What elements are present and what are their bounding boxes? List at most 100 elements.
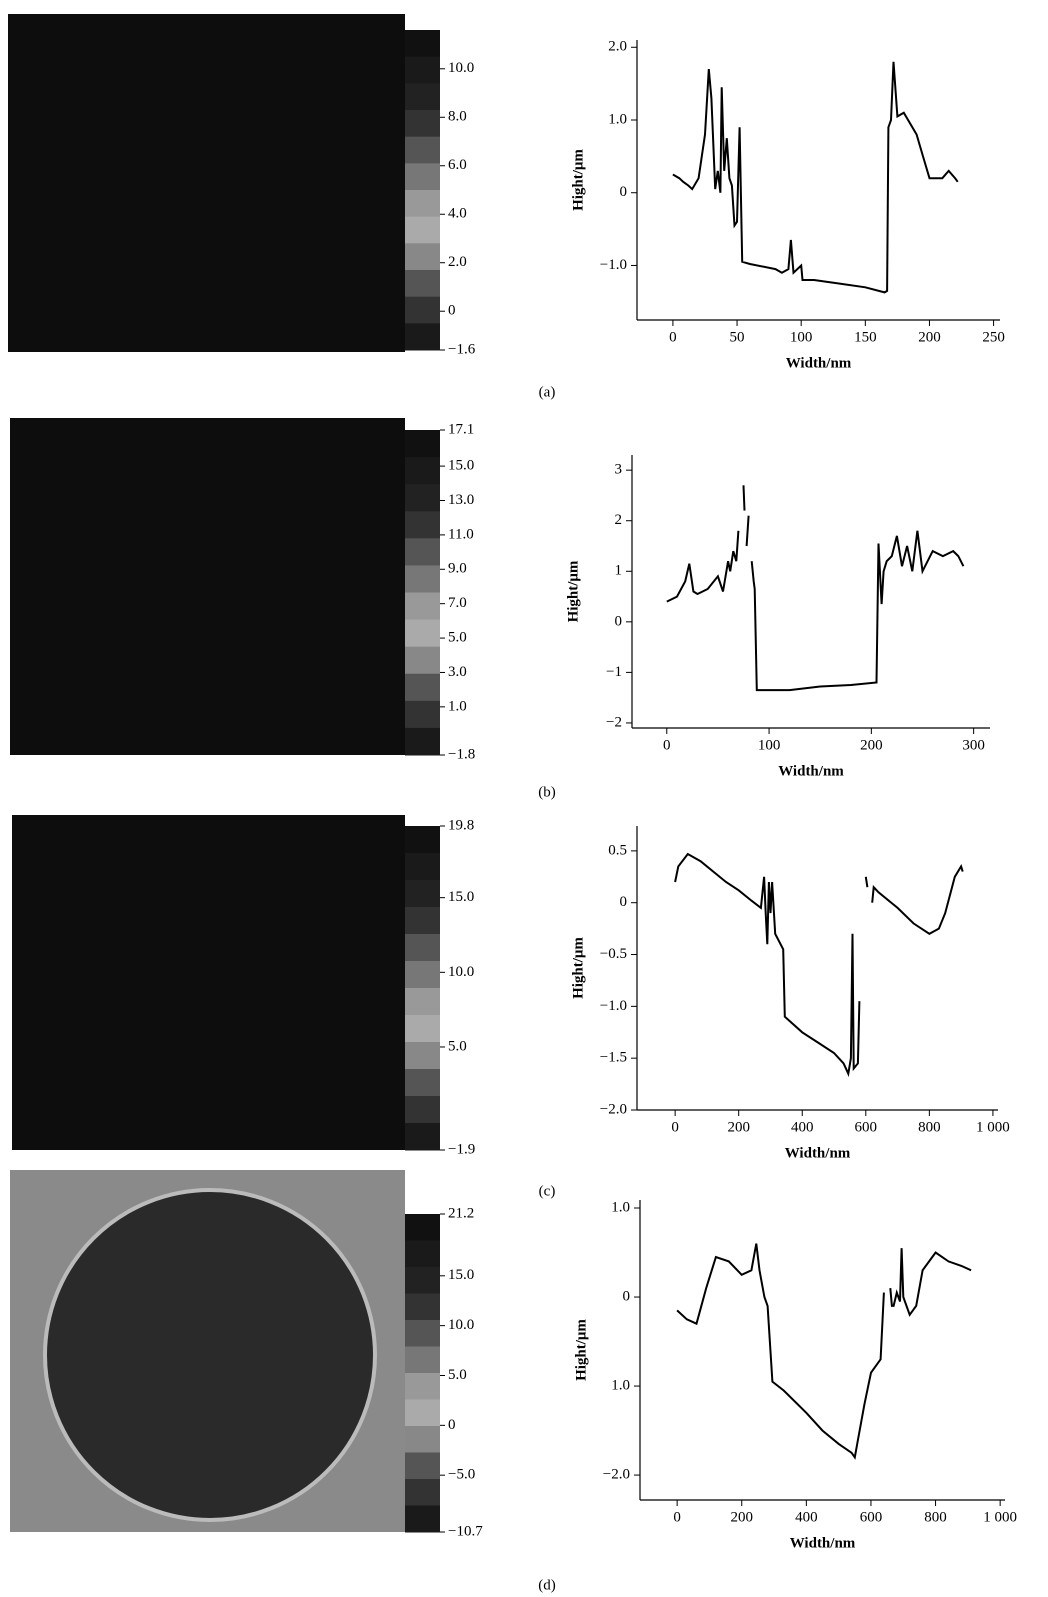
x-axis-label: Width/nm [778, 763, 844, 779]
colorbar-band [405, 592, 440, 621]
y-tick-label: 1 [615, 563, 623, 579]
colorbar-band [405, 1293, 440, 1321]
y-tick-label: 1.0 [608, 111, 627, 127]
x-tick-label: 100 [790, 329, 813, 345]
colorbar-tick-label: −5.0 [448, 1467, 475, 1483]
colorbar-band [405, 700, 440, 729]
colorbar-band [405, 1069, 440, 1097]
y-axis-label: Hight/μm [573, 1319, 589, 1381]
colorbar-band [405, 1426, 440, 1453]
colorbar-band [405, 934, 440, 962]
colorbar-band [405, 243, 440, 271]
x-tick-label: 1 000 [983, 1509, 1017, 1525]
colorbar-band [405, 853, 440, 881]
afm-image [10, 418, 405, 755]
y-tick-label: 0 [615, 613, 623, 629]
x-tick-label: 0 [673, 1509, 681, 1525]
colorbar-band [405, 1346, 440, 1374]
y-tick-label: 0 [620, 894, 628, 910]
colorbar-tick-label: 6.0 [448, 157, 467, 173]
colorbar-band [405, 1320, 440, 1347]
colorbar-band [405, 216, 440, 244]
x-tick-label: 200 [860, 737, 883, 753]
colorbar-band [405, 56, 440, 84]
colorbar-tick-label: 15.0 [448, 1267, 474, 1283]
colorbar-band [405, 1505, 440, 1533]
colorbar-band [405, 163, 440, 191]
colorbar-tick-label: 10.0 [448, 964, 474, 980]
profile-line [672, 61, 959, 294]
colorbar-tick-label: −1.8 [448, 746, 475, 762]
colorbar-tick-label: −10.7 [448, 1523, 483, 1539]
y-tick-label: −2.0 [603, 1467, 630, 1483]
colorbar-band [405, 484, 440, 512]
y-tick-label: −1.5 [600, 1050, 627, 1066]
y-tick-label: −1.0 [600, 257, 627, 273]
x-axis-label: Width/nm [785, 1145, 851, 1161]
x-tick-label: 250 [982, 329, 1005, 345]
afm-crater [43, 1188, 377, 1522]
x-tick-label: 1 000 [976, 1119, 1010, 1135]
x-tick-label: 150 [854, 329, 877, 345]
caption: (c) [539, 1183, 556, 1199]
afm-image [12, 815, 405, 1150]
x-tick-label: 0 [671, 1119, 679, 1135]
colorbar-band [405, 1399, 440, 1427]
colorbar-tick-label: 4.0 [448, 206, 467, 222]
x-tick-label: 100 [758, 737, 781, 753]
colorbar-tick-label: 5.0 [448, 1038, 467, 1054]
colorbar-tick-label: 21.2 [448, 1205, 474, 1221]
y-tick-label: 0.5 [608, 842, 627, 858]
y-tick-label: −1 [606, 664, 622, 680]
colorbar-band [405, 270, 440, 298]
colorbar-tick-label: 15.0 [448, 889, 474, 905]
y-tick-label: 2 [615, 512, 623, 528]
colorbar-tick-label: 15.0 [448, 458, 474, 474]
colorbar-tick-label: 5.0 [448, 630, 467, 646]
caption: (d) [538, 1577, 556, 1593]
colorbar-band [405, 646, 440, 675]
colorbar-band [405, 457, 440, 485]
colorbar-tick-label: 17.1 [448, 421, 474, 437]
colorbar-tick-label: 5.0 [448, 1367, 467, 1383]
x-tick-label: 50 [730, 329, 745, 345]
colorbar-band [405, 136, 440, 164]
colorbar-band [405, 988, 440, 1016]
x-tick-label: 200 [918, 329, 941, 345]
x-tick-label: 800 [924, 1509, 947, 1525]
colorbar-band [405, 1479, 440, 1506]
colorbar-band [405, 511, 440, 539]
x-axis-label: Width/nm [790, 1535, 856, 1551]
x-tick-label: 400 [791, 1119, 814, 1135]
afm-image [8, 14, 405, 352]
colorbar-band [405, 565, 440, 593]
y-axis-label: Hight/μm [565, 560, 581, 622]
y-tick-label: 0 [620, 184, 628, 200]
y-tick-label: 2.0 [608, 39, 627, 55]
x-tick-label: 0 [669, 329, 677, 345]
x-tick-label: 800 [918, 1119, 941, 1135]
colorbar-tick-label: 9.0 [448, 561, 467, 577]
y-tick-label: −0.5 [600, 946, 627, 962]
colorbar-band [405, 430, 440, 458]
x-tick-label: 600 [855, 1119, 878, 1135]
y-tick-label: 3 [615, 462, 623, 478]
colorbar-tick-label: 2.0 [448, 254, 467, 270]
colorbar-band [405, 673, 440, 702]
y-tick-label: −2 [606, 714, 622, 730]
colorbar-band [405, 1123, 440, 1151]
colorbar-band [405, 538, 440, 566]
colorbar-band [405, 1096, 440, 1124]
colorbar-tick-label: 10.0 [448, 1317, 474, 1333]
y-tick-label: −2.0 [600, 1101, 627, 1117]
colorbar-tick-label: 10.0 [448, 60, 474, 76]
colorbar-band [405, 619, 440, 648]
colorbar-band [405, 110, 440, 138]
colorbar-band [405, 727, 440, 756]
profile-line [676, 1243, 972, 1460]
colorbar-band [405, 1015, 440, 1043]
colorbar-band [405, 30, 440, 58]
y-axis-label: Hight/μm [570, 937, 586, 999]
colorbar-band [405, 961, 440, 989]
